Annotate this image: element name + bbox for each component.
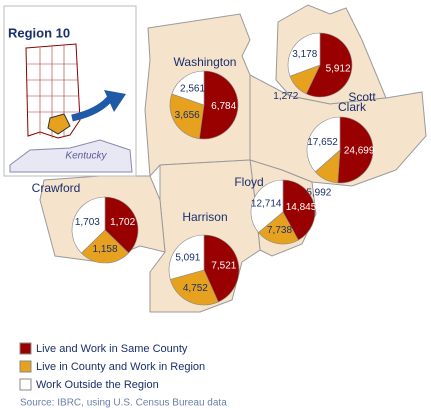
- slice-label: 1,703: [75, 217, 100, 228]
- slice-label: 5,091: [175, 252, 200, 263]
- slice-label: 5,992: [306, 188, 331, 199]
- pie-slice: [169, 93, 205, 140]
- pie-slice: [250, 179, 284, 233]
- slice-label: 6,784: [211, 101, 236, 112]
- county-name: Harrison: [182, 210, 227, 224]
- slice-label: 7,738: [267, 225, 292, 236]
- arrow-head: [104, 90, 126, 112]
- slice-label: 5,912: [326, 64, 351, 75]
- pie-slice: [305, 32, 353, 98]
- inset-title: Region 10: [8, 25, 70, 40]
- slice-label: 2,561: [180, 84, 205, 95]
- pie-slice: [169, 269, 219, 306]
- pie-slice: [203, 234, 240, 303]
- county-name: Washington: [174, 55, 237, 69]
- slice-label: 3,656: [175, 110, 200, 121]
- pie-slice: [287, 32, 321, 77]
- slice-label: 4,752: [183, 283, 208, 294]
- pie-slice: [306, 116, 341, 173]
- inset-grid: [26, 45, 80, 138]
- county-name: Scott: [348, 90, 376, 104]
- pie-slice: [282, 179, 316, 241]
- county-name: Floyd: [234, 175, 263, 189]
- kentucky-shape: [9, 139, 133, 173]
- pie-slice: [171, 70, 205, 106]
- slice-label: 1,158: [92, 244, 117, 255]
- pie-slice: [104, 196, 139, 254]
- slice-label: 17,652: [307, 137, 338, 148]
- pie-slice: [71, 196, 106, 254]
- source: Source: IBRC, using U.S. Census Bureau d…: [20, 398, 227, 408]
- slice-label: 7,521: [211, 260, 236, 271]
- slice-label: 12,714: [251, 199, 282, 210]
- legend-label: Live and Work in Same County: [36, 343, 188, 355]
- slice-label: 1,272: [273, 91, 298, 102]
- pie-slice: [337, 116, 374, 184]
- pie-slice: [80, 229, 130, 264]
- region-highlight: [47, 113, 71, 135]
- slice-label: 3,178: [292, 49, 317, 60]
- slice-label: 1,702: [110, 217, 135, 228]
- inset-map: Region 10 Kentucky: [3, 5, 137, 177]
- legend-swatch: [19, 360, 32, 373]
- county-name: Clark: [338, 100, 367, 114]
- pie-slice: [257, 211, 299, 245]
- legend-label: Live in County and Work in Region: [36, 361, 205, 373]
- county-name: Crawford: [32, 181, 81, 195]
- pie-slice: [168, 234, 205, 280]
- slice-label: 14,845: [286, 202, 317, 213]
- inset-label: Kentucky: [65, 151, 107, 162]
- legend-swatch: [19, 342, 32, 355]
- pie-slice: [199, 70, 239, 140]
- slice-label: 24,699: [344, 145, 375, 156]
- legend-label: Work Outside the Region: [36, 379, 159, 391]
- legend-swatch: [19, 378, 32, 391]
